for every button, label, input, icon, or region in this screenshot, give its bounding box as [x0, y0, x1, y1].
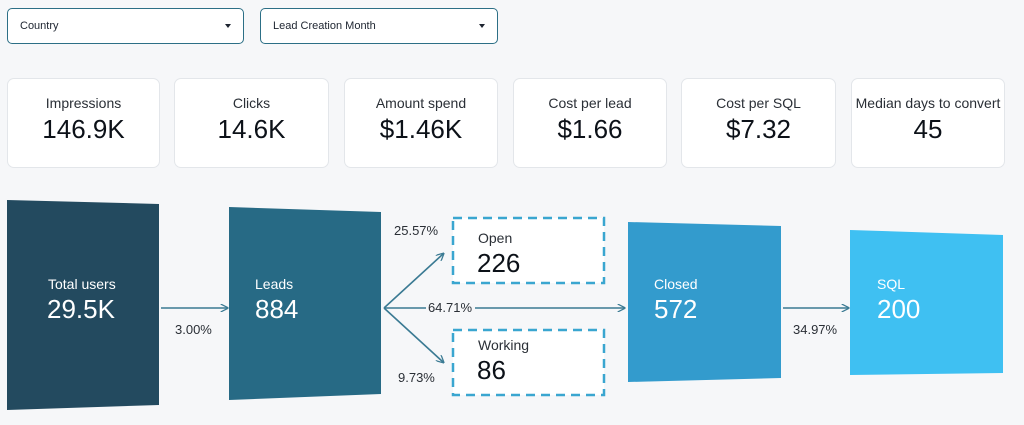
- kpi-label: Clicks: [232, 95, 271, 111]
- kpi-label: Amount spend: [375, 95, 467, 111]
- closed-value: 572: [654, 294, 697, 324]
- closed-label: Closed: [654, 276, 698, 292]
- arrow-to-open: [383, 254, 443, 309]
- kpi-label: Cost per SQL: [716, 95, 801, 111]
- stage-open: [451, 216, 606, 285]
- rate-users-to-leads: 3.00%: [175, 322, 212, 337]
- total-users-label: Total users: [48, 276, 116, 292]
- chevron-down-icon: [479, 24, 485, 28]
- kpi-label: Impressions: [45, 95, 122, 111]
- stage-total-users: [7, 200, 159, 410]
- working-value: 86: [477, 355, 506, 385]
- kpi-cost-per-sql: Cost per SQL $7.32: [681, 78, 836, 168]
- kpi-amount-spend: Amount spend $1.46K: [344, 78, 498, 168]
- leads-value: 884: [255, 294, 298, 324]
- sql-label: SQL: [877, 276, 905, 292]
- stage-closed: [628, 222, 781, 382]
- lead-month-filter-label: Lead Creation Month: [273, 20, 376, 32]
- leads-label: Leads: [255, 276, 293, 292]
- lead-funnel: 3.00% 25.57% 64.71% 9.73% 34.97% Total u…: [7, 200, 1003, 410]
- kpi-cost-per-lead: Cost per lead $1.66: [513, 78, 667, 168]
- rate-closed-to-sql: 34.97%: [793, 322, 838, 337]
- lead-month-filter[interactable]: Lead Creation Month: [260, 8, 498, 44]
- kpi-impressions: Impressions 146.9K: [7, 78, 160, 168]
- chevron-down-icon: [225, 24, 231, 28]
- rate-to-working: 9.73%: [398, 370, 435, 385]
- rate-to-closed: 64.71%: [428, 300, 473, 315]
- kpi-value: 45: [913, 114, 943, 144]
- kpi-value: $1.46K: [379, 114, 463, 144]
- kpi-label: Median days to convert: [855, 95, 1001, 111]
- country-filter-label: Country: [20, 20, 59, 32]
- arrow-to-working: [383, 307, 443, 362]
- kpi-clicks: Clicks 14.6K: [174, 78, 329, 168]
- open-label: Open: [478, 230, 512, 246]
- kpi-median-days: Median days to convert 45: [851, 78, 1005, 168]
- rate-to-open: 25.57%: [394, 223, 439, 238]
- stage-leads: [229, 207, 381, 400]
- kpi-label: Cost per lead: [548, 95, 632, 111]
- total-users-value: 29.5K: [47, 294, 116, 324]
- country-filter[interactable]: Country: [7, 8, 244, 44]
- stage-working: [451, 328, 606, 397]
- kpi-value: 14.6K: [217, 114, 286, 144]
- stage-sql: [850, 230, 1003, 375]
- sql-value: 200: [877, 294, 920, 324]
- working-label: Working: [478, 337, 529, 353]
- kpi-value: 146.9K: [42, 114, 125, 144]
- open-value: 226: [477, 248, 520, 278]
- kpi-value: $7.32: [725, 114, 792, 144]
- kpi-value: $1.66: [557, 114, 623, 144]
